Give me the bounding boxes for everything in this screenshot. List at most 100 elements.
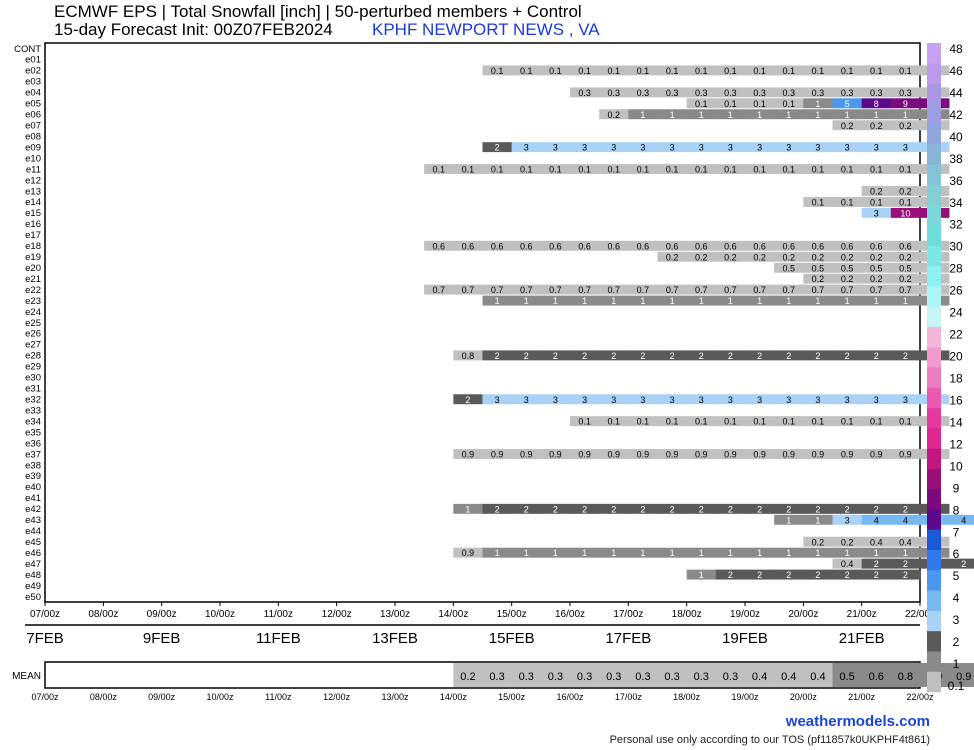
- cell-e32-0: [453, 394, 483, 405]
- cell-label-e14-2: 0.1: [870, 198, 883, 208]
- member-label-e13: e13: [25, 186, 41, 197]
- member-label-e47: e47: [25, 559, 41, 570]
- cell-e13-1: [890, 185, 921, 196]
- member-label-e01: e01: [25, 55, 41, 66]
- cell-e32-13: [832, 394, 862, 405]
- cell-e23-13: [861, 295, 892, 306]
- cell-e23-2: [540, 295, 571, 306]
- member-label-e37: e37: [25, 449, 41, 460]
- colorbar-swatch-29: [927, 631, 941, 652]
- cell-e28-2: [511, 350, 542, 361]
- cell-label-e05-3: 0.1: [782, 99, 795, 109]
- cell-e37-10: [745, 449, 775, 460]
- cell-e02-7: [686, 65, 717, 76]
- cell-label-e43-1: 1: [815, 515, 820, 525]
- cell-label-e42-1: 2: [495, 504, 500, 514]
- cell-label-e28-2: 2: [524, 351, 529, 361]
- cell-e28-14: [861, 350, 892, 361]
- cell-e32-2: [511, 394, 542, 405]
- cell-e11-2: [482, 164, 512, 175]
- colorbar-swatch-16: [927, 367, 941, 389]
- member-label-e25: e25: [25, 318, 41, 329]
- cell-label-e23-5: 1: [640, 296, 645, 306]
- cell-label-e28-14: 2: [874, 351, 879, 361]
- cell-label-e21-2: 0.2: [870, 274, 883, 284]
- cell-e09-8: [715, 142, 746, 153]
- member-label-e23: e23: [25, 296, 41, 307]
- cell-label-e42-6: 2: [640, 504, 645, 514]
- mean-x-tick-label-15: 22/00z: [906, 692, 934, 702]
- cell-e02-13: [861, 65, 892, 76]
- cell-e42-14: [861, 503, 892, 514]
- cell-label-e32-13: 3: [845, 395, 850, 405]
- cell-e05-0: [686, 98, 717, 109]
- cell-label-e22-8: 0.7: [666, 285, 679, 295]
- tos-note: Personal use only according to our TOS (…: [609, 734, 930, 746]
- mean-x-tick-label-4: 11/00z: [265, 692, 292, 702]
- mean-cell-3: [540, 663, 571, 687]
- cell-e34-9: [832, 416, 862, 427]
- cell-e04-11: [890, 87, 921, 98]
- cell-e09-6: [657, 142, 687, 153]
- cell-e22-16: [890, 284, 921, 295]
- cell-label-e02-14: 0.1: [899, 66, 912, 76]
- mean-cell-4: [570, 663, 600, 687]
- cell-label-e18-9: 0.6: [695, 241, 708, 251]
- member-label-e26: e26: [25, 329, 41, 340]
- cell-label-e20-3: 0.5: [870, 263, 883, 273]
- cell-label-e11-15: 0.1: [870, 165, 883, 175]
- mean-cell-5: [599, 663, 629, 687]
- cell-e06-7: [803, 109, 833, 120]
- cell-label-e09-7: 3: [699, 143, 704, 153]
- cell-e14-2: [861, 196, 892, 207]
- cell-e11-11: [745, 164, 775, 175]
- mean-label: MEAN: [12, 671, 41, 682]
- cell-e43-6: [949, 514, 974, 525]
- cell-e18-4: [540, 240, 571, 251]
- colorbar-label-4: 40: [949, 130, 963, 144]
- cell-label-e48-1: 2: [728, 570, 733, 580]
- cell-label-e19-2: 0.2: [724, 252, 737, 262]
- colorbar-label-7: 34: [949, 196, 963, 210]
- member-label-e21: e21: [25, 274, 41, 285]
- cell-label-e46-9: 1: [728, 548, 733, 558]
- cell-e04-10: [861, 87, 892, 98]
- mean-x-tick-label-11: 18/00z: [673, 692, 701, 702]
- cell-label-e20-0: 0.5: [782, 263, 795, 273]
- cell-label-e07-1: 0.2: [870, 121, 883, 131]
- x-tick-label-3: 10/00z: [205, 609, 235, 620]
- cell-label-e34-0: 0.1: [578, 417, 591, 427]
- cell-label-e18-7: 0.6: [637, 241, 650, 251]
- cell-label-e09-10: 3: [786, 143, 791, 153]
- member-label-e04: e04: [25, 88, 41, 99]
- cell-label-e48-3: 2: [786, 570, 791, 580]
- cell-e18-8: [657, 240, 687, 251]
- cell-label-e34-9: 0.1: [841, 417, 854, 427]
- mean-x-tick-label-9: 16/00z: [556, 692, 584, 702]
- cell-e42-12: [803, 503, 833, 514]
- cell-label-e37-8: 0.9: [695, 450, 708, 460]
- cell-e22-2: [482, 284, 512, 295]
- site-credit[interactable]: weathermodels.com: [785, 713, 930, 730]
- cell-e48-5: [832, 569, 862, 580]
- cell-label-e15-0: 3: [874, 208, 879, 218]
- mean-cell-9: [715, 663, 746, 687]
- cell-e04-9: [832, 87, 862, 98]
- cell-e28-13: [832, 350, 862, 361]
- cell-label-e22-10: 0.7: [724, 285, 737, 295]
- cell-e46-13: [832, 547, 862, 558]
- colorbar-swatch-6: [927, 164, 941, 186]
- cell-e22-3: [511, 284, 542, 295]
- cell-label-e28-10: 2: [757, 351, 762, 361]
- colorbar-label-14: 20: [949, 350, 963, 364]
- colorbar-label-2: 44: [949, 86, 963, 100]
- member-label-e46: e46: [25, 548, 41, 559]
- cell-e07-0: [832, 120, 862, 131]
- mean-x-tick-label-12: 19/00z: [731, 692, 759, 702]
- cell-label-e21-3: 0.2: [899, 274, 912, 284]
- cell-label-e32-3: 3: [553, 395, 558, 405]
- cell-label-e37-10: 0.9: [753, 450, 766, 460]
- cell-label-e22-16: 0.7: [899, 285, 912, 295]
- cell-e05-2: [745, 98, 775, 109]
- cell-e43-3: [861, 514, 892, 525]
